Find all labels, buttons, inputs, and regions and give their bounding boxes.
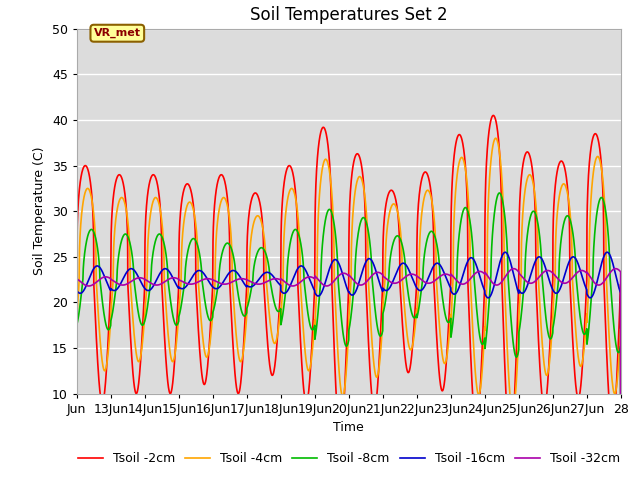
Tsoil -32cm — [467, 276, 474, 282]
Text: VR_met: VR_met — [94, 28, 141, 38]
Line: Tsoil -16cm: Tsoil -16cm — [77, 252, 621, 480]
Tsoil -16cm — [73, 288, 81, 294]
Line: Tsoil -2cm: Tsoil -2cm — [77, 116, 621, 480]
Tsoil -32cm — [419, 277, 426, 283]
X-axis label: Time: Time — [333, 421, 364, 434]
Tsoil -8cm — [534, 220, 541, 226]
Tsoil -32cm — [73, 276, 81, 282]
Tsoil -16cm — [604, 250, 611, 255]
Tsoil -8cm — [495, 190, 503, 196]
Y-axis label: Soil Temperature (C): Soil Temperature (C) — [33, 147, 46, 276]
Title: Soil Temperatures Set 2: Soil Temperatures Set 2 — [250, 6, 447, 24]
Tsoil -32cm — [611, 266, 618, 272]
Tsoil -2cm — [534, 323, 541, 329]
Tsoil -2cm — [184, 181, 192, 187]
Legend: Tsoil -2cm, Tsoil -4cm, Tsoil -8cm, Tsoil -16cm, Tsoil -32cm: Tsoil -2cm, Tsoil -4cm, Tsoil -8cm, Tsoi… — [73, 447, 625, 470]
Tsoil -16cm — [467, 255, 474, 261]
Tsoil -2cm — [611, 407, 619, 412]
Tsoil -4cm — [73, 315, 81, 321]
Tsoil -32cm — [534, 276, 541, 282]
Tsoil -8cm — [501, 217, 509, 223]
Tsoil -2cm — [419, 174, 426, 180]
Tsoil -4cm — [467, 276, 474, 282]
Tsoil -2cm — [73, 281, 81, 287]
Tsoil -4cm — [492, 135, 499, 141]
Tsoil -2cm — [490, 113, 497, 119]
Tsoil -32cm — [501, 274, 509, 280]
Tsoil -32cm — [612, 266, 620, 272]
Tsoil -16cm — [419, 287, 426, 292]
Line: Tsoil -4cm: Tsoil -4cm — [77, 138, 621, 480]
Tsoil -4cm — [419, 205, 426, 211]
Tsoil -16cm — [611, 269, 619, 275]
Tsoil -8cm — [611, 334, 619, 339]
Tsoil -16cm — [534, 255, 541, 261]
Tsoil -8cm — [419, 279, 426, 285]
Tsoil -4cm — [534, 238, 541, 244]
Tsoil -8cm — [467, 221, 474, 227]
Tsoil -16cm — [501, 250, 509, 255]
Line: Tsoil -32cm: Tsoil -32cm — [77, 269, 621, 480]
Line: Tsoil -8cm: Tsoil -8cm — [77, 193, 621, 480]
Tsoil -4cm — [611, 391, 619, 396]
Tsoil -2cm — [501, 372, 509, 378]
Tsoil -32cm — [184, 281, 192, 287]
Tsoil -16cm — [184, 281, 192, 287]
Tsoil -4cm — [184, 200, 192, 206]
Tsoil -2cm — [467, 343, 474, 348]
Tsoil -4cm — [501, 297, 509, 303]
Tsoil -8cm — [73, 322, 81, 328]
Tsoil -8cm — [184, 247, 192, 252]
